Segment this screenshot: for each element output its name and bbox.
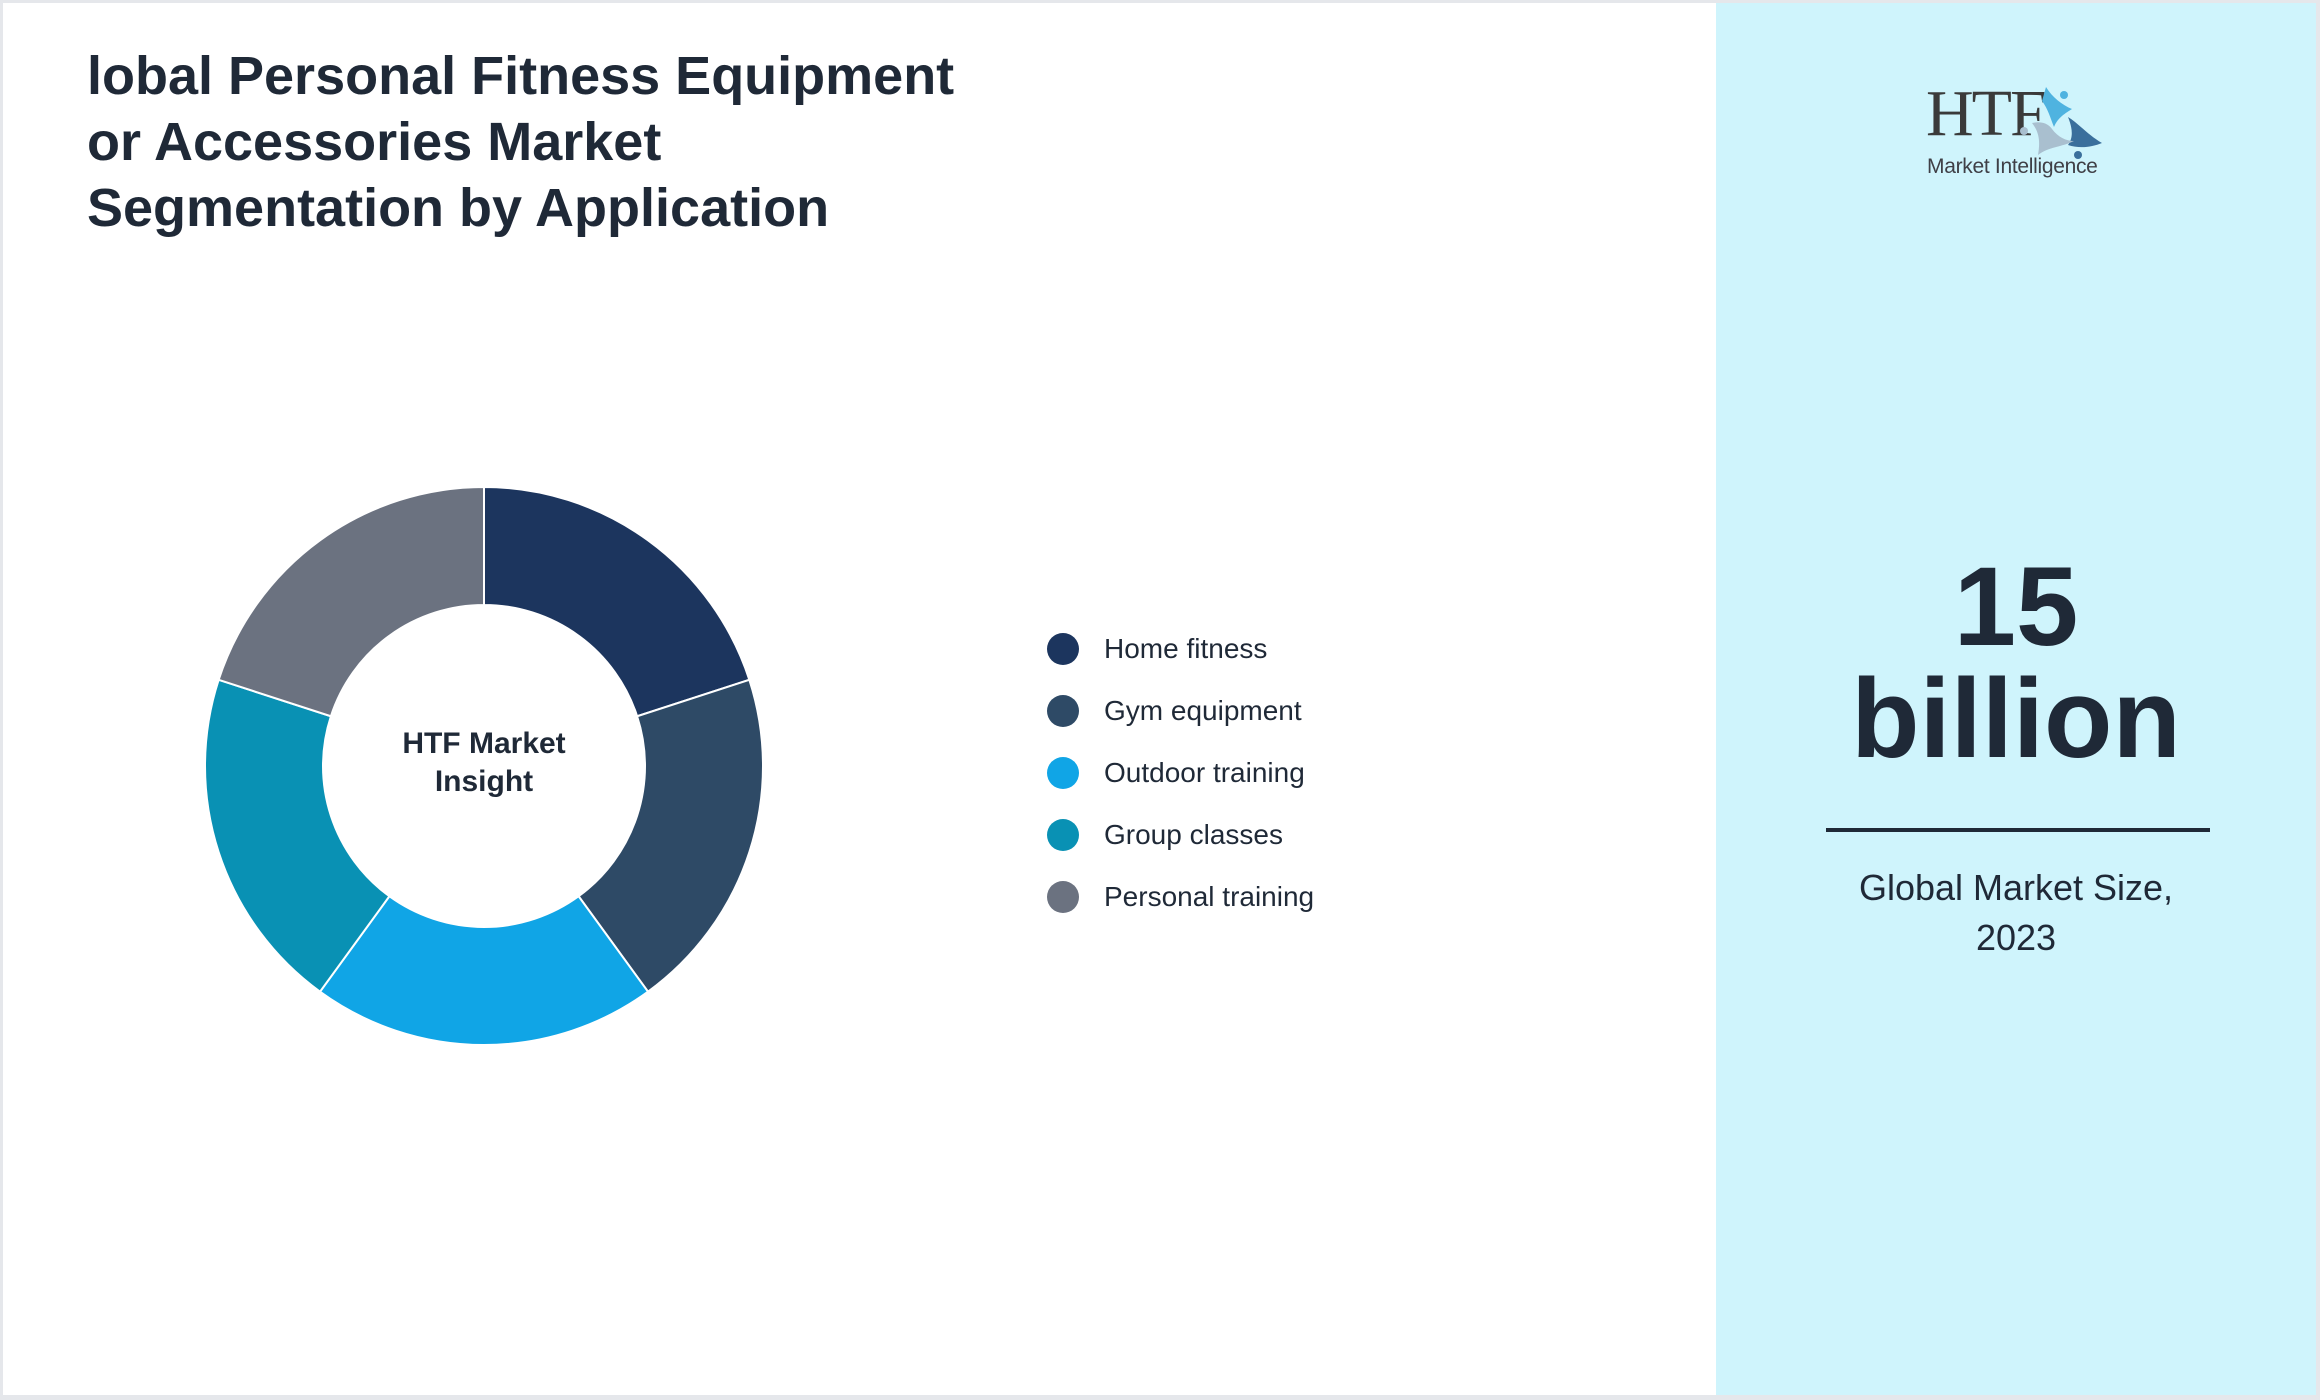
donut-slice-group-classes [204,678,391,994]
kpi-unit: billion [1851,656,2181,781]
donut-chart [204,485,764,1046]
chart-legend: Home fitness Gym equipment Outdoor train… [1028,618,1314,928]
chart-area: lobal Personal Fitness Equipment or Acce… [3,3,1716,1395]
legend-label: Gym equipment [1104,695,1302,726]
kpi-caption-line-1: Global Market Size, [1858,867,2174,908]
legend-dot-icon [1047,881,1079,913]
donut-slice-personal-training [217,485,485,718]
market-size-panel: HTF Market Intelligence 15 billion Globa… [1716,3,2316,1395]
kpi-number: 15 [1953,544,2079,669]
title-line-2: or Accessories Market [87,112,662,172]
title-line-3: Segmentation by Application [87,178,830,238]
logo-brand-text: HTF [1926,77,2047,150]
legend-item-home-fitness: Home fitness [1028,618,1314,680]
donut-slice-outdoor-training [318,894,650,1046]
center-label-line-2: Insight [434,765,534,798]
legend-item-personal-training: Personal training [1028,866,1314,928]
legend-item-gym-equipment: Gym equipment [1028,680,1314,742]
title-line-1: lobal Personal Fitness Equipment [87,46,955,106]
donut-slice-home-fitness [483,485,751,718]
infographic-frame: lobal Personal Fitness Equipment or Acce… [3,3,2316,1395]
legend-item-group-classes: Group classes [1028,804,1314,866]
legend-label: Home fitness [1104,633,1268,664]
legend-label: Group classes [1104,819,1283,850]
legend-label: Personal training [1104,881,1315,912]
legend-dot-icon [1047,695,1079,727]
donut-slice-gym-equipment [577,678,764,994]
kpi-divider [1826,828,2210,832]
donut-center-label: HTF Market Insight [324,725,644,801]
legend-dot-icon [1047,757,1079,789]
logo-tagline: Market Intelligence [1927,155,2098,178]
kpi-caption-line-2: 2023 [1975,917,2057,958]
center-label-line-1: HTF Market [402,727,566,760]
htf-logo: HTF Market Intelligence [1926,81,2116,181]
page-title: lobal Personal Fitness Equipment or Acce… [87,43,1087,241]
legend-dot-icon [1047,819,1079,851]
legend-item-outdoor-training: Outdoor training [1028,742,1314,804]
market-size-value: 15 billion [1716,551,2316,775]
people-circle-logo-icon [2020,87,2102,159]
legend-dot-icon [1047,633,1079,665]
legend-label: Outdoor training [1104,757,1305,788]
market-size-caption: Global Market Size, 2023 [1716,863,2316,963]
